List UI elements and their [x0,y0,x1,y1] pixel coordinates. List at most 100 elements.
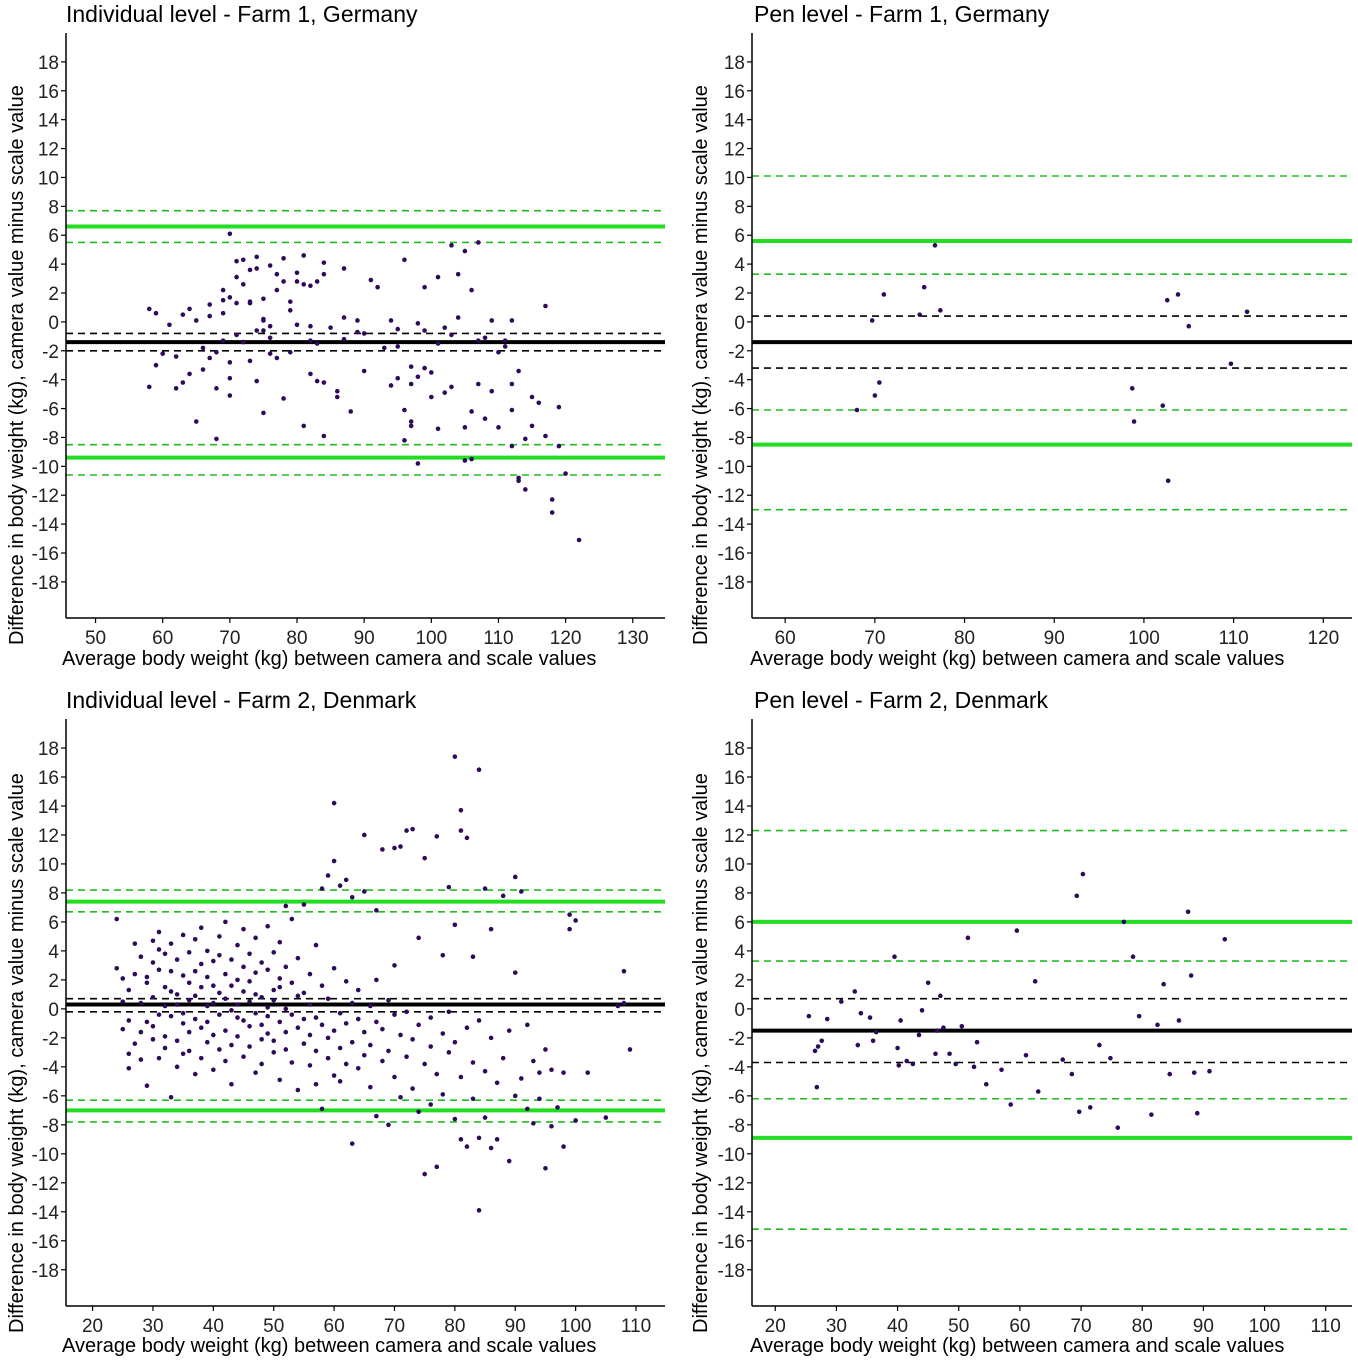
data-point [482,1115,488,1120]
data-point [464,835,470,841]
data-point [227,393,233,398]
data-point [388,318,394,323]
data-point [217,952,222,958]
data-point [529,423,535,429]
data-point [543,303,548,309]
data-point [283,1047,289,1052]
data-point [277,1019,283,1025]
data-point [180,380,186,385]
data-point [235,1034,240,1039]
data-point [1108,1055,1113,1061]
data-point [193,419,199,424]
data-point [567,926,572,932]
data-point [476,381,481,387]
data-point [556,404,562,410]
data-point [241,926,246,932]
data-point [162,984,168,990]
data-point [476,338,481,343]
data-point [229,1042,234,1048]
x-tick-label: 40 [887,1316,908,1336]
data-point [227,231,233,237]
data-point [241,1054,246,1060]
x-tick-label: 60 [775,628,796,648]
data-point [240,257,246,263]
data-point [402,257,407,263]
data-point [265,1005,270,1010]
data-point [892,954,897,959]
data-point [217,1047,222,1052]
data-point [877,380,882,385]
data-point [854,407,860,413]
data-point [261,328,266,333]
data-point [408,423,414,429]
data-point [150,1037,156,1042]
y-tick-label: 0 [734,1000,745,1021]
data-point [211,1000,216,1006]
data-point [355,1066,361,1071]
data-point [898,1018,903,1023]
data-point [138,1000,144,1006]
data-point [247,1023,252,1029]
data-point [192,1071,198,1077]
data-point [132,941,138,946]
data-point [144,974,150,980]
data-point [422,365,427,371]
y-tick-label: -14 [718,1203,746,1224]
data-point [873,1029,879,1035]
data-point [537,1096,542,1102]
y-tick-label: 16 [38,768,59,789]
data-point [516,475,521,481]
data-point [1087,1105,1093,1110]
plot-panel-2: -18 -16 -14 -12 -10 -8 -6 -4 -2 0 2 4 6 8 10 12 14 16 18 60… [718,33,1352,648]
y-tick-label: 16 [724,82,745,103]
data-point [422,1171,427,1177]
data-point [271,997,277,1003]
data-point [895,1045,900,1051]
data-point [917,312,923,317]
data-point [1131,419,1137,424]
x-tick-label: 40 [203,1316,224,1336]
data-point [314,378,320,384]
data-point [974,1039,980,1045]
data-point [277,984,283,990]
data-point [120,1026,126,1032]
data-point [138,1029,144,1035]
x-tick-label: 90 [354,628,375,648]
data-point [476,1208,482,1213]
data-point [337,1010,343,1016]
data-point [410,1086,415,1091]
y-tick-label: -12 [32,486,59,507]
data-point [168,968,174,974]
data-point [328,325,333,330]
y-tick-label: 2 [734,284,745,305]
data-point [933,1051,938,1057]
data-point [198,961,204,967]
data-point [265,923,270,929]
x-tick-label: 110 [621,1316,651,1336]
data-point [223,996,228,1002]
data-point [314,341,320,346]
data-point [337,1079,343,1084]
data-point [555,1105,560,1110]
data-point [1176,1018,1182,1023]
y-tick-label: 18 [724,739,745,760]
data-point [953,1061,958,1067]
data-point [1130,954,1136,959]
data-point [198,1025,204,1031]
data-point [319,983,325,988]
x-tick-label: 20 [82,1316,103,1336]
data-point [220,310,226,316]
data-point [429,370,434,375]
data-point [274,287,280,293]
data-point [283,1029,289,1035]
data-point [1149,1112,1154,1117]
data-point [126,1051,132,1057]
data-point [144,1019,150,1025]
data-point [435,341,441,346]
y-tick-label: -10 [32,1145,59,1166]
data-point [881,292,887,297]
data-point [301,1041,307,1046]
data-point [337,1045,343,1051]
data-point [462,458,468,463]
